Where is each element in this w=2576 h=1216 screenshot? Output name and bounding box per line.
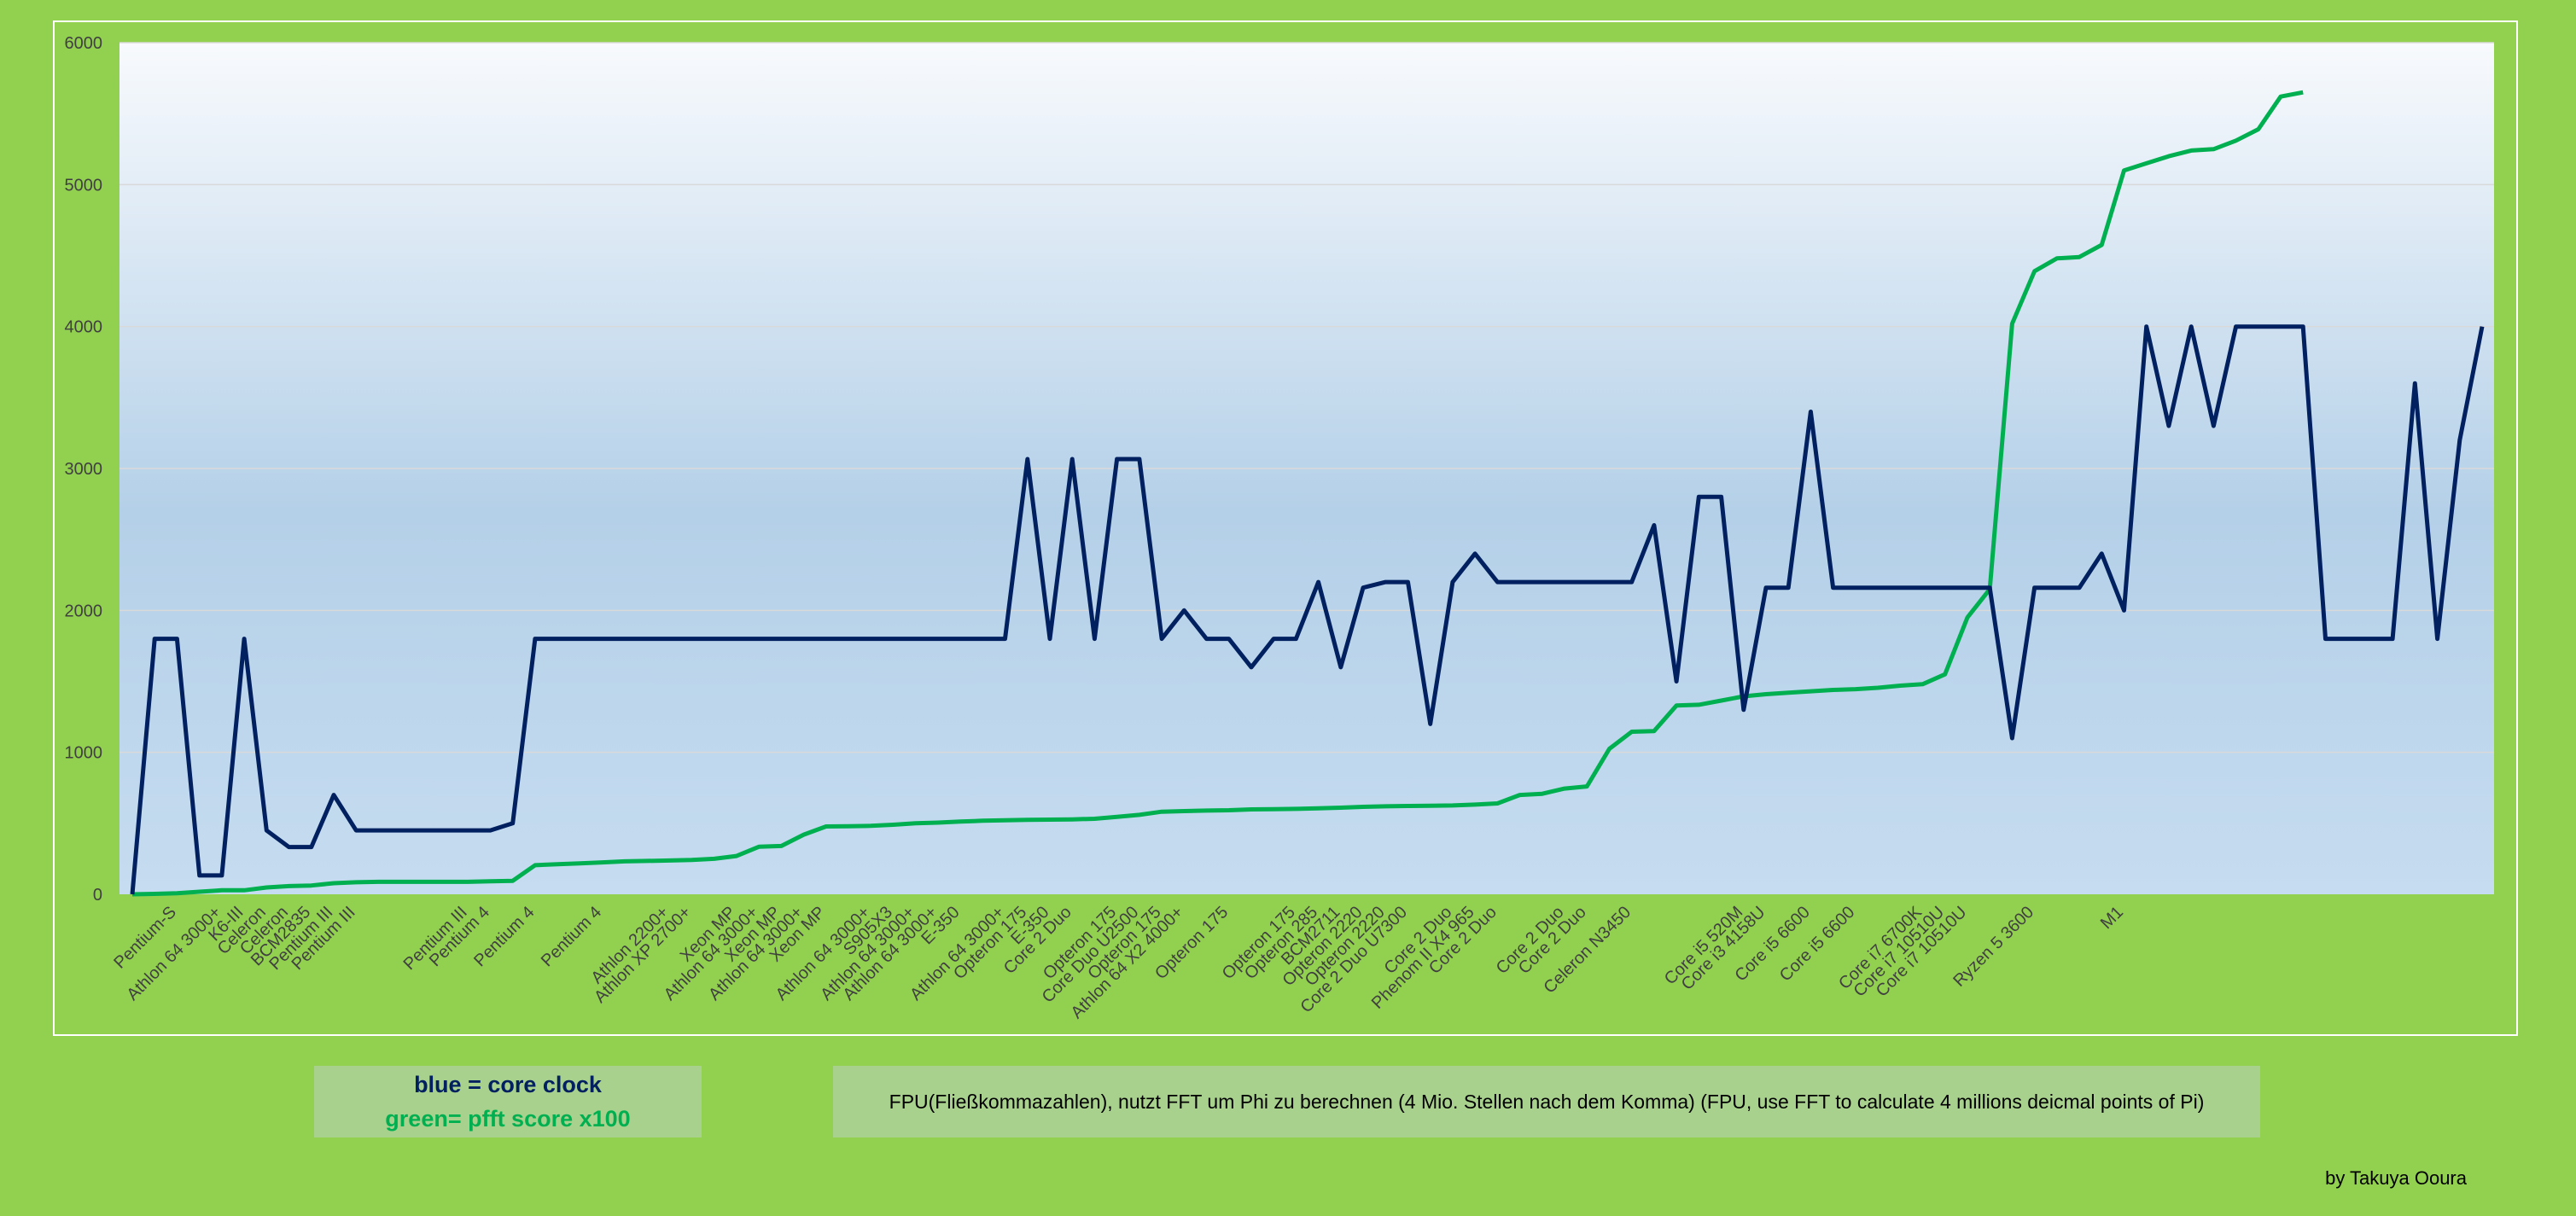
series-lines — [130, 90, 2485, 897]
legend-blue-label: blue = core clock — [414, 1072, 602, 1097]
x-tick-label: Pentium 4 — [538, 903, 605, 970]
legend-green-label: green= pfft score x100 — [385, 1106, 631, 1132]
y-tick-label: 0 — [93, 886, 102, 905]
chart-frame — [53, 20, 2518, 1036]
x-tick-label: M1 — [2097, 903, 2127, 933]
description-box: FPU(Fließkommazahlen), nutzt FFT um Phi … — [833, 1066, 2260, 1137]
y-tick-label: 1000 — [65, 744, 103, 763]
description-text: FPU(Fließkommazahlen), nutzt FFT um Phi … — [889, 1090, 2205, 1113]
series-line-pfft-score — [131, 90, 2304, 897]
y-tick-label: 6000 — [65, 34, 103, 53]
y-tick-label: 4000 — [65, 318, 103, 337]
series-line-core-clock — [130, 324, 2485, 895]
y-tick-label: 5000 — [65, 176, 103, 195]
author-credit: by Takuya Ooura — [2325, 1167, 2467, 1189]
grid-lines — [119, 42, 2494, 753]
y-axis-ticks: 0 1000 2000 3000 4000 5000 6000 — [65, 34, 103, 905]
y-tick-label: 3000 — [65, 460, 103, 479]
y-tick-label: 2000 — [65, 602, 103, 620]
legend-box: blue = core clock green= pfft score x100 — [314, 1066, 702, 1137]
